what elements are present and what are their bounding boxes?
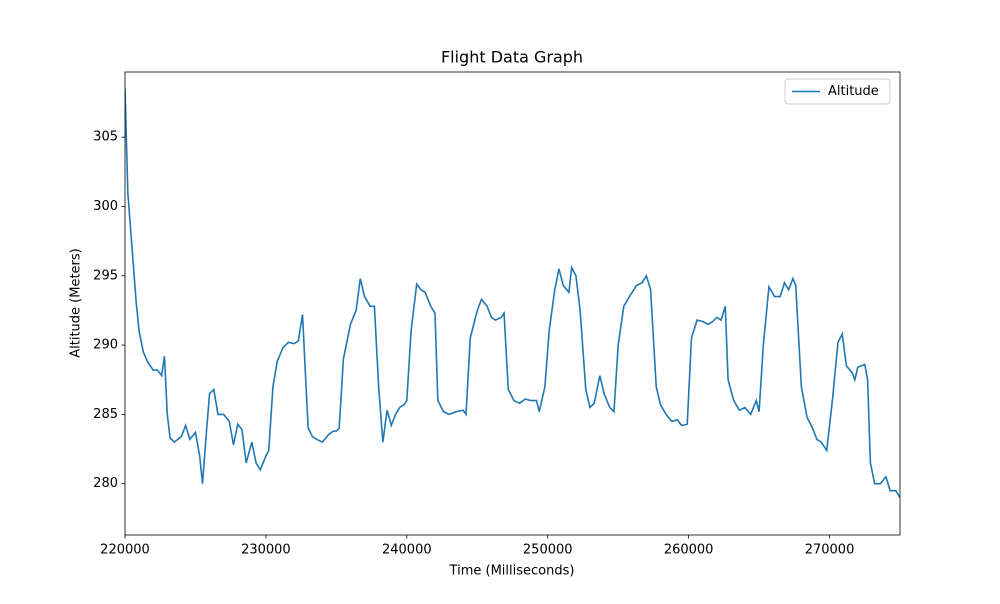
y-tick-label: 300 <box>93 199 118 214</box>
x-axis-label: Time (Milliseconds) <box>449 564 575 579</box>
x-tick-label: 220000 <box>100 543 150 558</box>
x-tick-label: 260000 <box>664 543 714 558</box>
x-tick-label: 270000 <box>805 543 855 558</box>
y-tick-label: 285 <box>93 407 118 422</box>
y-axis-label: Altitude (Meters) <box>69 248 84 358</box>
y-tick-label: 290 <box>93 338 118 353</box>
plot-frame <box>124 71 901 536</box>
legend-label: Altitude <box>828 84 879 99</box>
x-tick-label: 240000 <box>382 543 432 558</box>
chart-title: Flight Data Graph <box>441 48 583 67</box>
y-tick-label: 305 <box>93 130 118 145</box>
x-tick-label: 230000 <box>241 543 291 558</box>
legend-box <box>784 78 891 105</box>
y-tick-label: 280 <box>93 476 118 491</box>
y-tick-label: 295 <box>93 268 118 283</box>
data-line <box>125 88 900 498</box>
x-tick-label: 250000 <box>523 543 573 558</box>
